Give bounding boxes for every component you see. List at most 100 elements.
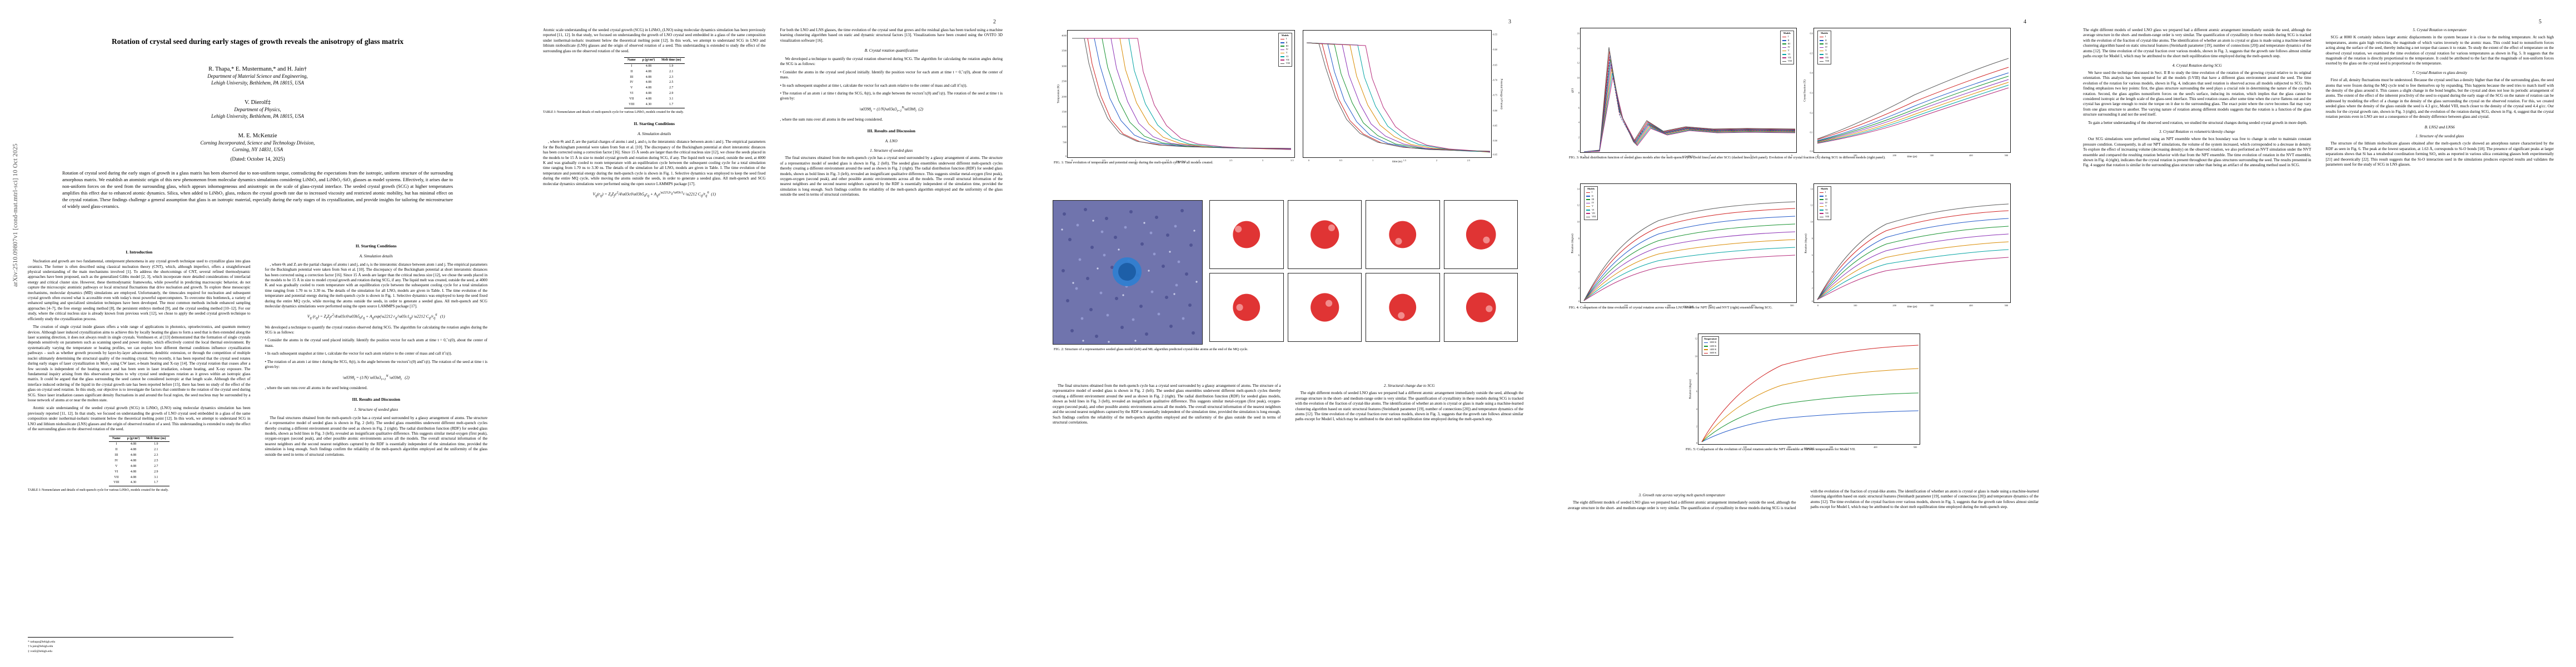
footnotes: * rathapa@lehigh.edu † h.jain@lehigh.edu…	[28, 636, 233, 654]
table-cell: 4.08	[645, 92, 652, 96]
table-header: ρ (g/cm³)	[123, 435, 143, 442]
figure-3-caption: FIG. 3: Radial distribution function of …	[1569, 156, 1886, 160]
table-cell: 2.5	[154, 459, 158, 462]
paragraph: Atomic scale understanding of the seeded…	[543, 28, 766, 53]
table-row: I 4.08 1.9	[624, 63, 685, 69]
affiliation-2b: Lehigh University, Bethlehem, PA 18015, …	[211, 113, 304, 119]
subsubsection-heading-lsno-struct: 1. Structure of the seeded glass	[2415, 134, 2464, 139]
paragraph: , where Θᵢ and Zᵢ are the partial charge…	[543, 140, 766, 186]
table-cell: 3.1	[669, 97, 674, 101]
fig4-xlabel-right: time (ps)	[1907, 306, 1917, 308]
fig4-ylabel: Rotation (degree)	[1571, 233, 1575, 253]
table-cell: 4.08	[645, 97, 652, 101]
table-cell: 4.08	[130, 464, 137, 468]
affiliation-1a: Department of Material Science and Engin…	[207, 73, 308, 79]
fig2-panel	[1287, 273, 1362, 342]
table-cell: V	[115, 464, 118, 468]
table-cell: IV	[630, 81, 634, 84]
fig5-curves	[1701, 345, 1919, 442]
table-row: IV 4.08 2.5	[624, 80, 685, 86]
page-2: 2 Atomic scale understanding of the seed…	[515, 0, 1030, 667]
fig2-panel	[1287, 200, 1362, 269]
table-header: Melt time (ns)	[658, 57, 685, 64]
table-cell: 4.30	[123, 480, 143, 487]
table-row: V 4.08 2.7	[624, 86, 685, 91]
fig3-ylabel-right: Crystal fraction (X)	[1803, 79, 1807, 102]
fig3-legend: Models I II III IV V VI VII VIII	[1780, 31, 1794, 64]
table-cell: VII	[629, 97, 634, 101]
table-row: VI 4.08 2.9	[624, 91, 685, 97]
page-5: 5 The eight different models of seeded L…	[2061, 0, 2576, 667]
table-cell: VIII	[109, 480, 124, 487]
subsubsection-heading-growth: 3. Growth rate across varying melt quenc…	[1638, 493, 1726, 497]
section-heading-results: III. Results and Discussion	[352, 397, 400, 402]
table-row: IV 4.08 2.5	[109, 459, 170, 464]
fig4-xlabel: time (ps)	[1683, 306, 1693, 308]
affiliation-3b: Corning, NY 14831, USA	[232, 146, 283, 152]
paragraph: SCG at 8000 K certainly induces larger a…	[2325, 35, 2554, 66]
affiliation-1b: Lehigh University, Bethlehem, PA 18015, …	[211, 79, 304, 86]
table-cell: 2.1	[669, 69, 674, 73]
paragraph: The final structures obtained from the m…	[780, 156, 1003, 197]
table-row: II 4.08 2.1	[109, 447, 170, 453]
table-header: Name	[109, 435, 124, 442]
fig1-temperature-plot: Temperature (K) time (ns) 4000 3500 3000 2…	[1058, 30, 1295, 163]
nomenclature-table-2: Name ρ (g/cm³) Melt time (ns) I 4.08 1.9 I…	[624, 57, 685, 108]
table-cell: 2.1	[154, 448, 158, 452]
paragraph: • The rotation of an atom i at time t du…	[780, 91, 1003, 101]
fig3-xlabel: r (\u00c5)	[1683, 156, 1694, 158]
arxiv-stamp: arXiv:2510.09807v1 [cond-mat.mtrl-sci] 1…	[12, 143, 19, 287]
page-number: 2	[993, 19, 996, 25]
section-heading-results: III. Results and Discussion	[867, 128, 915, 134]
table-cell: 4.08	[645, 81, 652, 84]
page-2-columns: Atomic scale understanding of the seeded…	[543, 28, 1003, 650]
footnote-email-2[interactable]: † h.jain@lehigh.edu	[28, 645, 53, 649]
table-cell: I	[116, 442, 117, 446]
figure-4-caption: FIG. 4: Comparison of the time evolution…	[1569, 306, 1773, 310]
subsubsection-heading-rotscg: 4. Crystal Rotation during SCG	[2172, 63, 2222, 68]
table-row: VII 4.08 3.1	[624, 97, 685, 102]
section-heading-intro: I. Introduction	[126, 250, 153, 255]
page-4-columns: 3. Growth rate across varying melt quenc…	[1568, 489, 2039, 653]
table-cell: 1.9	[669, 64, 674, 68]
page-number: 4	[2024, 19, 2026, 25]
fig2-atom-cloud	[1053, 201, 1202, 344]
table-cell: 4.08	[645, 86, 652, 90]
page-number: 3	[1508, 19, 1511, 25]
paragraph: For both the LNO and LNS glasses, the ti…	[780, 28, 1003, 43]
subsubsection-heading-rotdensity: 7. Crystal Rotation vs glass density	[2412, 70, 2468, 75]
paragraph: , where the sum runs over all atoms in t…	[780, 117, 883, 122]
paragraph: The eight different models of seeded LNO…	[2083, 28, 2311, 59]
table-cell: 4.08	[130, 470, 137, 474]
paragraph: The eight different models of seeded LNO…	[1568, 489, 2039, 510]
author-group-1: R. Thapa,* E. Mustermann,* and H. Jain† …	[34, 66, 481, 87]
footnote-email-3[interactable]: ‡ vod2@lehigh.edu	[28, 649, 52, 653]
section-heading-starting: II. Starting Conditions	[355, 243, 397, 248]
table-cell: V	[630, 86, 633, 90]
table-caption: TABLE I: Nomenclature and details of mel…	[28, 489, 169, 492]
figure-2-caption: FIG. 2: Structure of a representative se…	[1054, 347, 1248, 351]
subsection-heading-rotquant: B. Crystal rotation quantification	[864, 48, 918, 53]
paragraph: • In each subsequent snapshot at time t,…	[780, 83, 968, 88]
table-cell: III	[630, 75, 634, 79]
page-1-columns: I. Introduction Nucleation and growth ar…	[28, 243, 487, 614]
fig4-left-curves	[1583, 201, 1796, 301]
abstract: Rotation of crystal seed during the earl…	[62, 171, 453, 209]
table-cell: 1.7	[143, 480, 170, 487]
fig3-rdf-curves	[1583, 47, 1796, 152]
table-cell: 4.08	[130, 448, 137, 452]
page-title: Rotation of crystal seed during early st…	[112, 37, 403, 46]
nomenclature-table-wrap-2: Name ρ (g/cm³) Melt time (ns) I 4.08 1.9 I…	[543, 57, 766, 115]
paragraph: , where Θᵢ and Zᵢ are the partial charge…	[265, 262, 488, 309]
footnote-email-1[interactable]: * rathapa@lehigh.edu	[28, 640, 56, 644]
table-row: VIII 4.30 1.7	[624, 102, 685, 108]
fig2-panel	[1209, 200, 1284, 269]
table-row: II 4.08 2.1	[624, 69, 685, 75]
table-cell: 3.1	[154, 475, 158, 479]
table-cell: 2.9	[154, 470, 158, 474]
figure-1: Temperature (K) time (ns) 4000 3500 3000 2…	[1053, 30, 1522, 171]
